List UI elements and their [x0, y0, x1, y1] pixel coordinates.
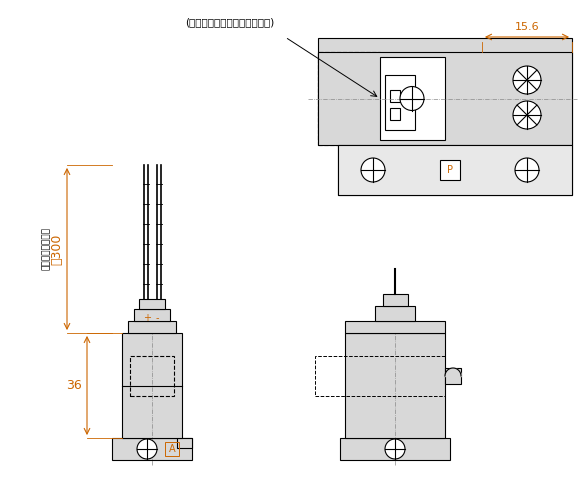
Text: 約300: 約300	[50, 234, 63, 264]
Circle shape	[385, 439, 405, 459]
Text: 15.6: 15.6	[515, 22, 539, 32]
Bar	[390, 90, 400, 102]
Bar	[315, 356, 445, 396]
Bar	[345, 321, 445, 333]
Bar	[130, 356, 174, 396]
Bar	[165, 442, 179, 456]
Text: P: P	[447, 165, 453, 175]
Bar	[390, 108, 400, 120]
Bar	[345, 333, 445, 438]
Bar	[338, 140, 572, 195]
Bar	[338, 145, 572, 195]
Bar	[122, 333, 182, 438]
Bar	[177, 438, 192, 448]
Text: 36: 36	[66, 379, 82, 392]
Bar	[318, 52, 572, 145]
Text: A: A	[168, 444, 175, 454]
Bar	[445, 368, 461, 384]
Bar	[318, 52, 380, 145]
Circle shape	[400, 86, 424, 110]
Text: (ランプ・サージ電圧保護回路): (ランプ・サージ電圧保護回路)	[185, 17, 274, 27]
Bar	[382, 294, 408, 306]
Bar	[440, 160, 460, 180]
Bar	[139, 299, 165, 309]
Circle shape	[137, 439, 157, 459]
Circle shape	[513, 101, 541, 129]
Bar	[112, 438, 192, 460]
Bar	[375, 306, 415, 321]
Bar	[340, 438, 450, 460]
Circle shape	[515, 158, 539, 182]
Circle shape	[513, 66, 541, 94]
Text: +: +	[143, 313, 151, 323]
Text: -: -	[155, 313, 159, 323]
Bar	[385, 75, 415, 130]
Bar	[128, 321, 176, 333]
Bar	[318, 38, 572, 140]
Circle shape	[361, 158, 385, 182]
Bar	[134, 309, 170, 321]
Bar	[380, 57, 445, 140]
Text: （リード線長さ）: （リード線長さ）	[42, 228, 51, 270]
